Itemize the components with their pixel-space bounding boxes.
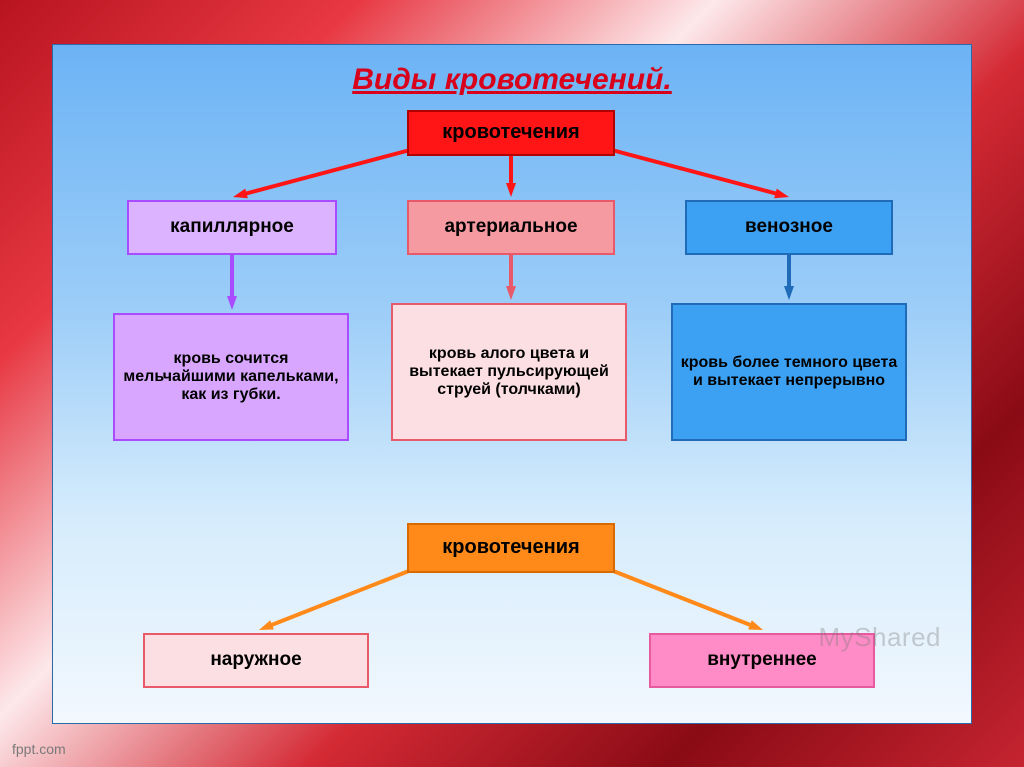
- venous-desc: кровь более темного цвета и вытекает неп…: [671, 303, 907, 441]
- footer-credit: fppt.com: [12, 741, 66, 757]
- venous-box: венозное: [685, 200, 893, 255]
- root2-box: кровотечения: [407, 523, 615, 573]
- arterial-desc: кровь алого цвета и вытекает пульсирующе…: [391, 303, 627, 441]
- external-box: наружное: [143, 633, 369, 688]
- slide-title: Виды кровотечений.: [53, 63, 971, 97]
- arterial-box: артериальное: [407, 200, 615, 255]
- watermark: MyShared: [819, 622, 942, 653]
- outer-frame: Виды кровотечений. кровотечения капилляр…: [0, 0, 1024, 767]
- slide: Виды кровотечений. кровотечения капилляр…: [52, 44, 972, 724]
- capillary-desc: кровь сочится мельчайшими капельками, ка…: [113, 313, 349, 441]
- capillary-box: капиллярное: [127, 200, 337, 255]
- root-box: кровотечения: [407, 110, 615, 156]
